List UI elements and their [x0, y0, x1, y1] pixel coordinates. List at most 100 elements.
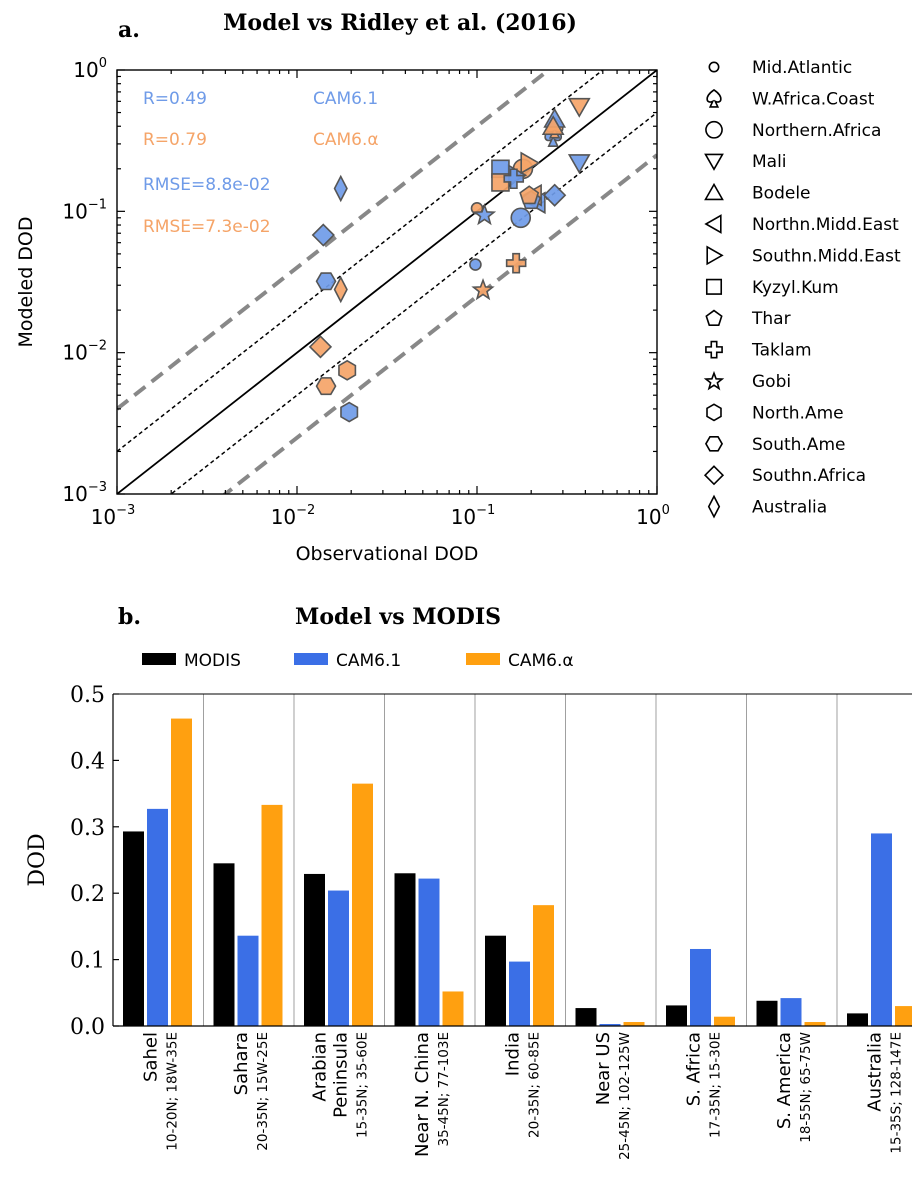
y-tick-label: 10−2 — [62, 339, 107, 365]
legend-label: Gobi — [752, 372, 791, 392]
stat-label: RMSE=8.8e-02 — [143, 175, 271, 195]
bar-legend: MODIS CAM6.1 CAM6.α — [142, 651, 574, 671]
legend-item: Gobi — [703, 370, 791, 392]
legend-marker-triangle-right — [706, 245, 724, 266]
bar-cam61-near-n-china — [418, 878, 440, 1026]
bar-category-separators — [203, 694, 838, 1026]
bar-cam61-arabian — [328, 890, 349, 1026]
bar-cam6-sahel — [171, 718, 192, 1026]
legend-item: Northern.Africa — [705, 120, 881, 141]
bar-modis-arabian — [304, 873, 325, 1026]
bar-legend-label: CAM6.1 — [336, 651, 401, 671]
bar-legend-item: CAM6.α — [466, 651, 574, 671]
legend-item: Southn.Africa — [703, 465, 866, 486]
legend-item: Mid.Atlantic — [708, 58, 852, 78]
scatter-legend: Mid.Atlantic W.Africa.Coast Northern.Afric… — [703, 58, 901, 519]
point-north-ame — [340, 401, 359, 423]
scatter-panel: a. Model vs Ridley et al. (2016) R=0.49 R… — [15, 10, 901, 565]
bar-cam61-sahel — [147, 808, 168, 1026]
legend-label: Australia — [752, 498, 827, 518]
bar-y-tick-label: 0.1 — [70, 949, 105, 974]
scatter-title: Model vs Ridley et al. (2016) — [223, 10, 577, 36]
category-coords: 20-35N; 15W-25E — [255, 1032, 271, 1151]
bar-legend-swatch — [294, 653, 328, 665]
y-tick-label: 10−3 — [62, 480, 107, 506]
point-taklam — [505, 252, 527, 274]
legend-item: Thar — [705, 309, 791, 329]
bar-cam6-australia — [895, 1006, 912, 1026]
point-southn-midd-east — [520, 151, 541, 175]
legend-marker-diamond — [703, 465, 725, 486]
stat-label: RMSE=7.3e-02 — [143, 217, 271, 237]
point-southn-africa — [311, 223, 335, 247]
x-tick-label: 10−2 — [271, 503, 316, 529]
legend-label: Northern.Africa — [752, 121, 881, 141]
bar-cam6-sahara — [261, 804, 283, 1026]
legend-label: Mid.Atlantic — [752, 58, 852, 78]
category-coords: 17-35N; 15-30E — [707, 1032, 723, 1138]
y-tick-label: 100 — [73, 56, 107, 82]
bar-cam61-s-america — [780, 998, 802, 1026]
legend-marker-triangle-down — [704, 153, 724, 171]
category-name: Sahara — [231, 1032, 252, 1095]
point-taklam — [503, 168, 525, 190]
bar-modis-sahel — [123, 831, 144, 1026]
bar-title: Model vs MODIS — [295, 604, 501, 630]
scatter-y-axis-label: Modeled DOD — [15, 216, 37, 347]
legend-label: Bodele — [752, 184, 811, 204]
legend-item: Australia — [707, 494, 827, 519]
point-bodele — [541, 115, 565, 136]
category-name: Sahel — [140, 1032, 161, 1082]
point-mid-atlantic — [469, 258, 482, 271]
legend-marker-spade — [706, 88, 722, 108]
bar-y-ticks: 0.0 0.1 0.2 0.3 0.4 0.5 — [70, 683, 119, 1040]
legend-marker-smallcircle — [708, 61, 720, 73]
point-australia — [333, 275, 348, 304]
bar-category-labels: Sahel 10-20N; 18W-35E Sahara 20-35N; 15W-25… — [140, 1032, 904, 1160]
category-coords: 15-35N; 35-60E — [354, 1032, 370, 1138]
scatter-axis-ticks: 10−3 10−2 10−1 100 10−3 10−2 10−1 100 — [62, 56, 669, 529]
bar-legend-label: MODIS — [184, 651, 241, 671]
category-coords: 15-35S; 128-147E — [888, 1032, 904, 1154]
bar-cam61-india — [509, 961, 530, 1026]
category-name: Near N. China — [412, 1032, 433, 1157]
reference-line-11 — [117, 70, 657, 494]
panel-b-label: b. — [118, 604, 141, 630]
category-label-group: India 20-35N; 60-85E — [502, 1032, 542, 1138]
legend-label: Southn.Africa — [752, 466, 866, 486]
category-label-group: Near US 25-45N; 102-125W — [593, 1032, 633, 1160]
category-name: Near US — [593, 1032, 614, 1105]
legend-label: South.Ame — [752, 435, 845, 455]
category-label-group: Arabian Peninsula 15-35N; 35-60E — [309, 1032, 370, 1138]
legend-item: W.Africa.Coast — [706, 88, 875, 109]
category-name: S. Africa — [683, 1032, 704, 1106]
legend-item: Taklam — [705, 341, 812, 361]
stat-label: R=0.49 — [143, 89, 207, 109]
legend-marker-hexagon — [706, 403, 722, 422]
bar-y-tick-label: 0.2 — [70, 882, 105, 907]
bar-legend-label: CAM6.α — [508, 651, 574, 671]
bar-modis-australia — [847, 1013, 868, 1026]
bar-cam61-s-africa — [690, 948, 711, 1026]
bar-cam6-near-us — [623, 1022, 645, 1026]
legend-label: W.Africa.Coast — [752, 89, 875, 109]
reference-line-x2 — [117, 70, 605, 453]
bar-cam6-india — [533, 905, 554, 1026]
bar-y-tick-label: 0.0 — [70, 1015, 105, 1040]
category-name: Australia — [864, 1032, 885, 1112]
legend-label: Southn.Midd.East — [752, 246, 901, 266]
legend-marker-thin-diamond — [707, 494, 721, 519]
panel-a-label: a. — [118, 17, 140, 43]
reference-lines — [117, 70, 657, 494]
bar-cam6-arabian — [352, 783, 373, 1026]
scatter-points — [308, 97, 591, 423]
point-northern-africa — [510, 207, 532, 229]
legend-marker-circle — [705, 120, 723, 139]
bar-axes — [112, 693, 912, 1027]
bar-series — [123, 718, 912, 1026]
bar-legend-item: CAM6.1 — [294, 651, 401, 671]
bar-modis-near-us — [575, 1008, 597, 1026]
scatter-x-axis-label: Observational DOD — [296, 543, 479, 565]
reference-line-x12 — [169, 111, 657, 494]
